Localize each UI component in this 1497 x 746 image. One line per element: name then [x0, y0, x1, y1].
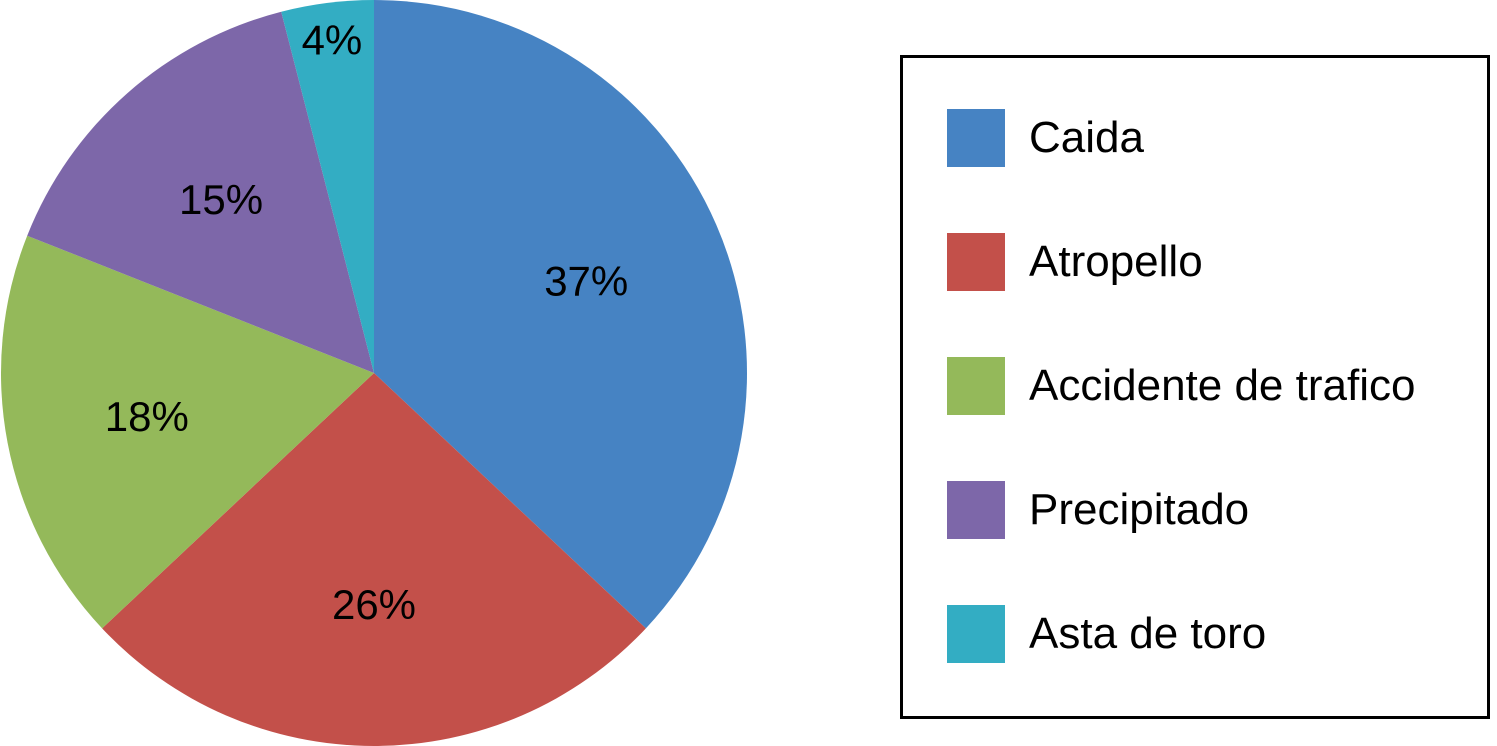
slice-value-label: 4%	[302, 16, 363, 63]
legend-swatch	[947, 481, 1005, 539]
slice-value-label: 37%	[544, 258, 628, 305]
legend-label: Atropello	[1029, 237, 1203, 286]
pie-slice-precipitado	[27, 11, 375, 374]
legend-item-precipitado: Precipitado	[947, 480, 1249, 540]
pie-chart: 37% 26% 18% 15% 4%	[0, 0, 747, 746]
slice-value-label: 18%	[105, 393, 189, 440]
slice-value-label: 26%	[332, 581, 416, 628]
legend-label: Caida	[1029, 113, 1144, 162]
legend-swatch	[947, 233, 1005, 291]
legend-label: Precipitado	[1029, 485, 1250, 534]
legend-label: Accidente de trafico	[1029, 361, 1416, 410]
legend-item-atropello: Atropello	[947, 232, 1203, 292]
pie-slice-accidente-de-trafico	[0, 235, 375, 629]
pie-slice-caida	[374, 0, 747, 629]
legend-item-accidente-de-trafico: Accidente de trafico	[947, 356, 1415, 416]
slice-value-label: 15%	[179, 176, 263, 223]
pie-slice-asta-de-toro	[281, 0, 374, 373]
legend-item-caida: Caida	[947, 108, 1144, 168]
legend-swatch	[947, 605, 1005, 663]
chart-legend: Caida Atropello Accidente de trafico Precip…	[900, 55, 1490, 719]
legend-swatch	[947, 357, 1005, 415]
pie-slice-atropello	[102, 373, 646, 746]
legend-item-asta-de-toro: Asta de toro	[947, 604, 1266, 664]
legend-label: Asta de toro	[1029, 609, 1267, 658]
legend-swatch	[947, 109, 1005, 167]
